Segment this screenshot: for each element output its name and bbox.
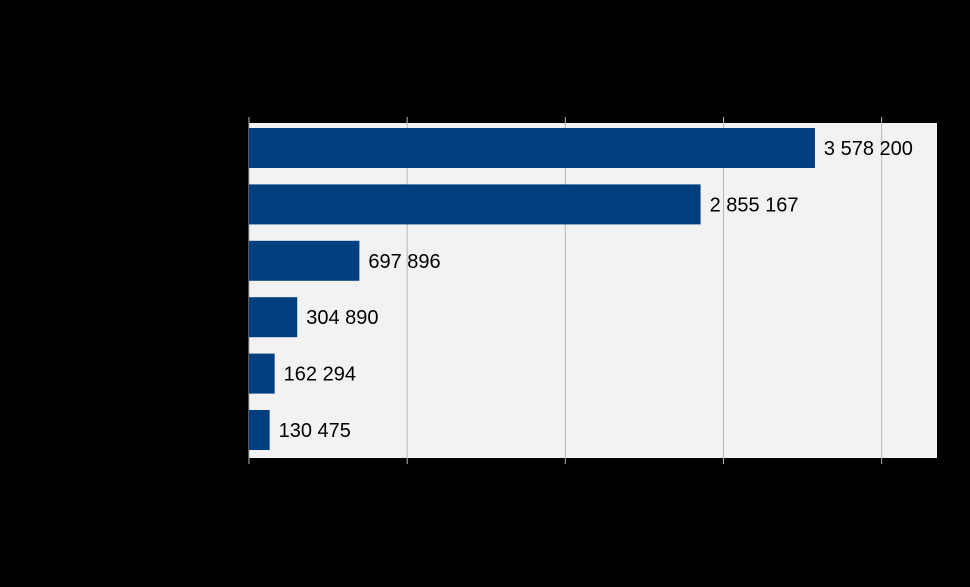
data-label-2: 2 855 167 <box>710 194 799 216</box>
bar-1 <box>249 128 815 168</box>
plot-area <box>249 123 937 458</box>
bar-6 <box>249 410 270 450</box>
data-label-6: 130 475 <box>279 420 351 442</box>
data-label-3: 697 896 <box>368 251 440 273</box>
bar-5 <box>249 353 275 394</box>
bar-4 <box>249 297 298 338</box>
data-label-4: 304 890 <box>306 307 378 329</box>
data-label-5: 162 294 <box>284 364 356 386</box>
data-label-1: 3 578 200 <box>824 138 913 160</box>
bar-2 <box>249 184 701 225</box>
bar-3 <box>249 240 360 281</box>
